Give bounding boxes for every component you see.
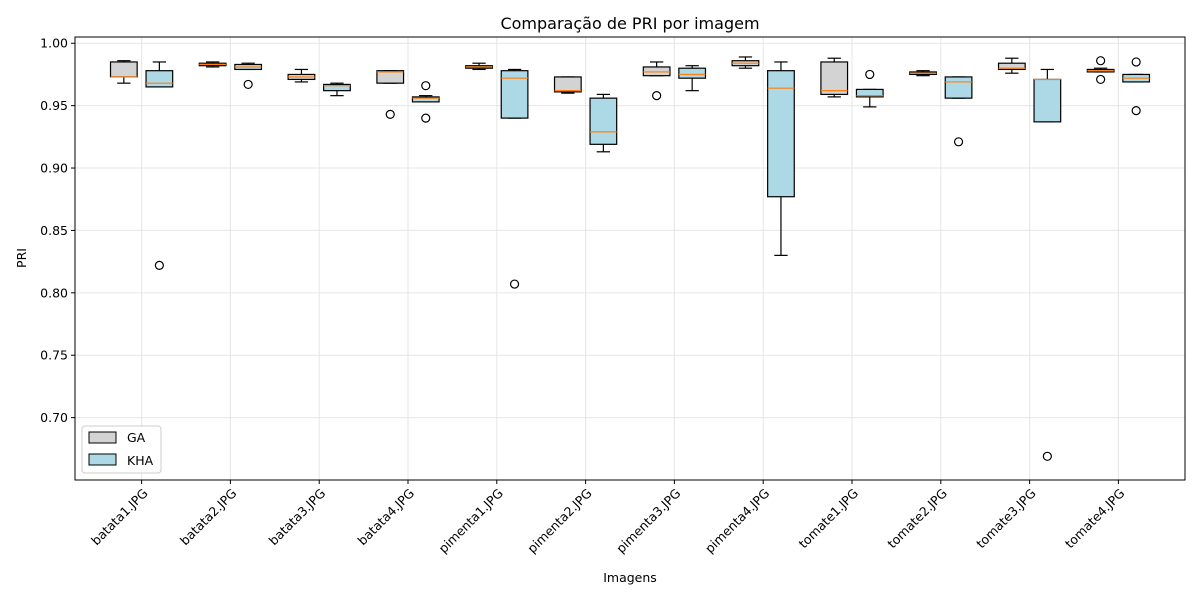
box-kha <box>944 76 973 147</box>
box-iqr <box>678 67 707 79</box>
box-iqr <box>642 66 671 77</box>
y-tick-label: 0.95 <box>40 98 68 113</box>
box-kha <box>589 93 618 153</box>
box-iqr <box>589 97 618 145</box>
ticks-layer: 0.70 0.75 0.80 0.85 0.90 0.95 1.00 batata1.JPG b… <box>40 36 1127 556</box>
box-ga <box>997 57 1026 74</box>
legend: GA KHA <box>81 425 162 474</box>
x-tick-label: pimenta3.JPG <box>613 486 683 556</box>
box-ga <box>198 61 227 68</box>
box-ga <box>465 62 493 71</box>
box-ga <box>909 70 937 77</box>
plot-frame <box>74 36 1186 481</box>
box-iqr <box>145 70 174 88</box>
y-tick-label: 0.70 <box>40 410 68 425</box>
grid-layer <box>75 37 1185 480</box>
x-tick-label: batata1.JPG <box>88 486 151 549</box>
y-tick-label: 0.80 <box>40 285 68 300</box>
box-kha <box>1033 68 1062 461</box>
box-kha <box>323 82 351 97</box>
y-tick-label: 1.00 <box>40 36 68 51</box>
box-iqr <box>997 62 1026 71</box>
box-iqr <box>820 61 849 96</box>
outlier-point <box>1131 106 1141 116</box>
outlier-point <box>1042 451 1052 461</box>
outlier-point <box>385 109 395 119</box>
x-axis-title: Imagens <box>603 570 657 585</box>
box-kha <box>767 61 795 256</box>
outlier-point <box>243 79 253 90</box>
box-iqr <box>767 70 795 198</box>
box-ga <box>1086 56 1115 85</box>
outlier-point <box>421 81 431 91</box>
x-tick-label: pimenta1.JPG <box>435 486 505 556</box>
box-iqr <box>109 61 138 78</box>
box-ga <box>287 68 316 83</box>
x-tick-label: pimenta4.JPG <box>702 486 772 556</box>
legend-label-kha: KHA <box>127 453 154 468</box>
x-tick-label: batata3.JPG <box>266 486 329 549</box>
box-kha <box>1122 57 1151 116</box>
outlier-point <box>865 69 875 80</box>
box-kha <box>500 68 529 289</box>
box-ga <box>820 57 849 98</box>
outlier-point <box>652 91 662 101</box>
box-iqr <box>376 70 405 84</box>
box-kha <box>411 81 440 123</box>
box-iqr <box>553 76 582 93</box>
box-ga <box>731 56 760 69</box>
box-iqr <box>411 96 440 103</box>
legend-label-ga: GA <box>127 430 146 445</box>
x-tick-label: tomate4.JPG <box>1062 486 1128 552</box>
box-ga <box>553 76 582 94</box>
box-iqr <box>855 88 884 98</box>
x-tick-label: tomate2.JPG <box>884 486 950 552</box>
x-tick-label: batata4.JPG <box>354 486 417 549</box>
y-axis-title: PRI <box>14 248 29 268</box>
box-kha <box>145 61 174 270</box>
boxes-layer <box>109 56 1151 461</box>
outlier-point <box>953 137 964 147</box>
x-tick-label: tomate3.JPG <box>973 486 1039 552</box>
box-iqr <box>1033 78 1062 123</box>
box-iqr <box>944 76 973 99</box>
legend-swatch-ga <box>88 431 117 444</box>
box-ga <box>109 60 138 84</box>
outlier-point <box>154 260 164 270</box>
outlier-point <box>509 279 520 289</box>
chart-title: Comparação de PRI por imagem <box>500 14 759 33</box>
box-ga <box>642 61 671 101</box>
box-kha <box>678 65 707 92</box>
outlier-point <box>1131 57 1141 67</box>
legend-swatch-kha <box>88 453 117 466</box>
x-tick-label: pimenta2.JPG <box>524 486 594 556</box>
box-kha <box>234 62 263 90</box>
y-tick-label: 0.90 <box>40 161 68 176</box>
box-ga <box>376 70 405 119</box>
box-kha <box>855 69 884 108</box>
y-tick-label: 0.75 <box>40 348 68 363</box>
outlier-point <box>421 113 431 123</box>
outlier-point <box>1096 56 1106 66</box>
box-iqr <box>323 83 351 92</box>
x-tick-label: tomate1.JPG <box>795 486 861 552</box>
outlier-point <box>1096 74 1106 85</box>
x-tick-label: batata2.JPG <box>177 486 240 549</box>
y-tick-label: 0.85 <box>40 223 68 238</box>
